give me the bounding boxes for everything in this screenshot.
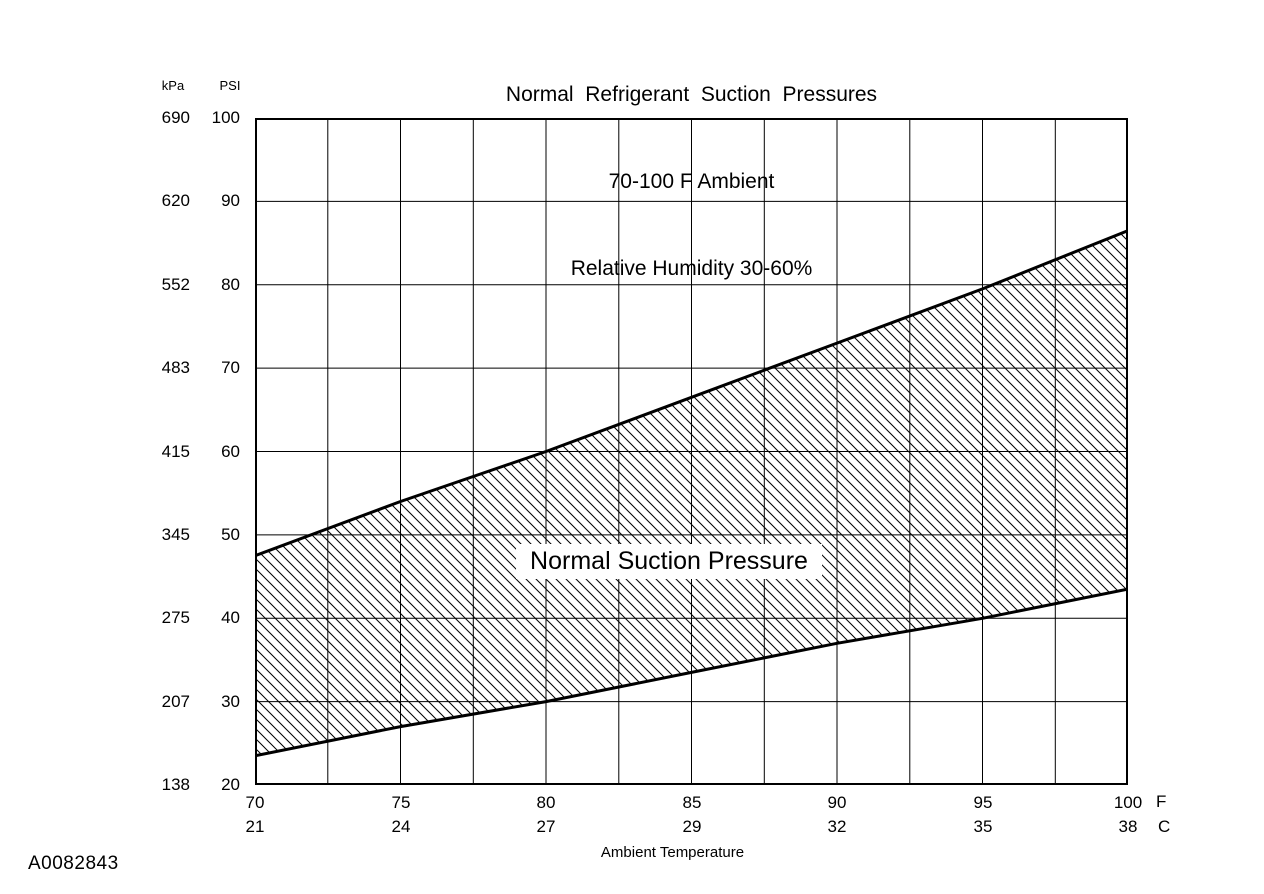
x-axis-title: Ambient Temperature — [600, 844, 745, 861]
y-tick-kpa: 552 — [161, 275, 190, 294]
x-tick-f: 90 — [827, 793, 847, 812]
y-tick-psi: 60 — [221, 442, 240, 461]
x-tick-c: 38 — [1118, 817, 1138, 836]
x-tick-c: 27 — [536, 817, 556, 836]
x-tick-c: 35 — [973, 817, 993, 836]
title-block: Normal Refrigerant Suction Pressures 70-… — [255, 22, 1128, 341]
chart-subtitle-ambient: 70-100 F Ambient — [608, 170, 775, 193]
x-tick-c: 32 — [827, 817, 847, 836]
y-tick-kpa: 138 — [161, 775, 190, 794]
x-tick-f: 100 — [1113, 793, 1143, 812]
y-tick-kpa: 207 — [161, 692, 190, 711]
chart-subtitle-humidity: Relative Humidity 30-60% — [570, 257, 813, 280]
y-tick-psi: 30 — [221, 692, 240, 711]
x-tick-f: 80 — [536, 793, 556, 812]
y-tick-kpa: 690 — [161, 108, 190, 127]
y-tick-kpa: 483 — [161, 358, 190, 377]
x-tick-f: 85 — [682, 793, 702, 812]
y-tick-psi: 90 — [221, 191, 240, 210]
x-tick-f: 95 — [973, 793, 993, 812]
x-axis-unit-f: F — [1156, 792, 1167, 811]
plot-area — [255, 118, 1128, 785]
y-tick-psi: 20 — [221, 775, 240, 794]
x-tick-f: 70 — [245, 793, 265, 812]
x-tick-f: 75 — [391, 793, 411, 812]
x-tick-c: 21 — [245, 817, 265, 836]
y-tick-psi: 100 — [211, 108, 240, 127]
x-axis-unit-c: C — [1158, 817, 1171, 836]
y-axis-unit-kpa: kPa — [161, 78, 185, 93]
y-tick-psi: 70 — [221, 358, 240, 377]
figure-id: A0082843 — [28, 853, 119, 874]
y-axis-unit-psi: PSI — [219, 78, 241, 93]
y-tick-kpa: 275 — [161, 608, 190, 627]
y-tick-psi: 80 — [221, 275, 240, 294]
y-tick-kpa: 415 — [161, 442, 190, 461]
y-tick-kpa: 620 — [161, 191, 190, 210]
chart-title: Normal Refrigerant Suction Pressures — [505, 83, 878, 106]
y-tick-kpa: 345 — [161, 525, 190, 544]
x-tick-c: 24 — [391, 817, 411, 836]
y-tick-psi: 40 — [221, 608, 240, 627]
x-tick-c: 29 — [682, 817, 702, 836]
band-label: Normal Suction Pressure — [516, 544, 822, 579]
y-tick-psi: 50 — [221, 525, 240, 544]
